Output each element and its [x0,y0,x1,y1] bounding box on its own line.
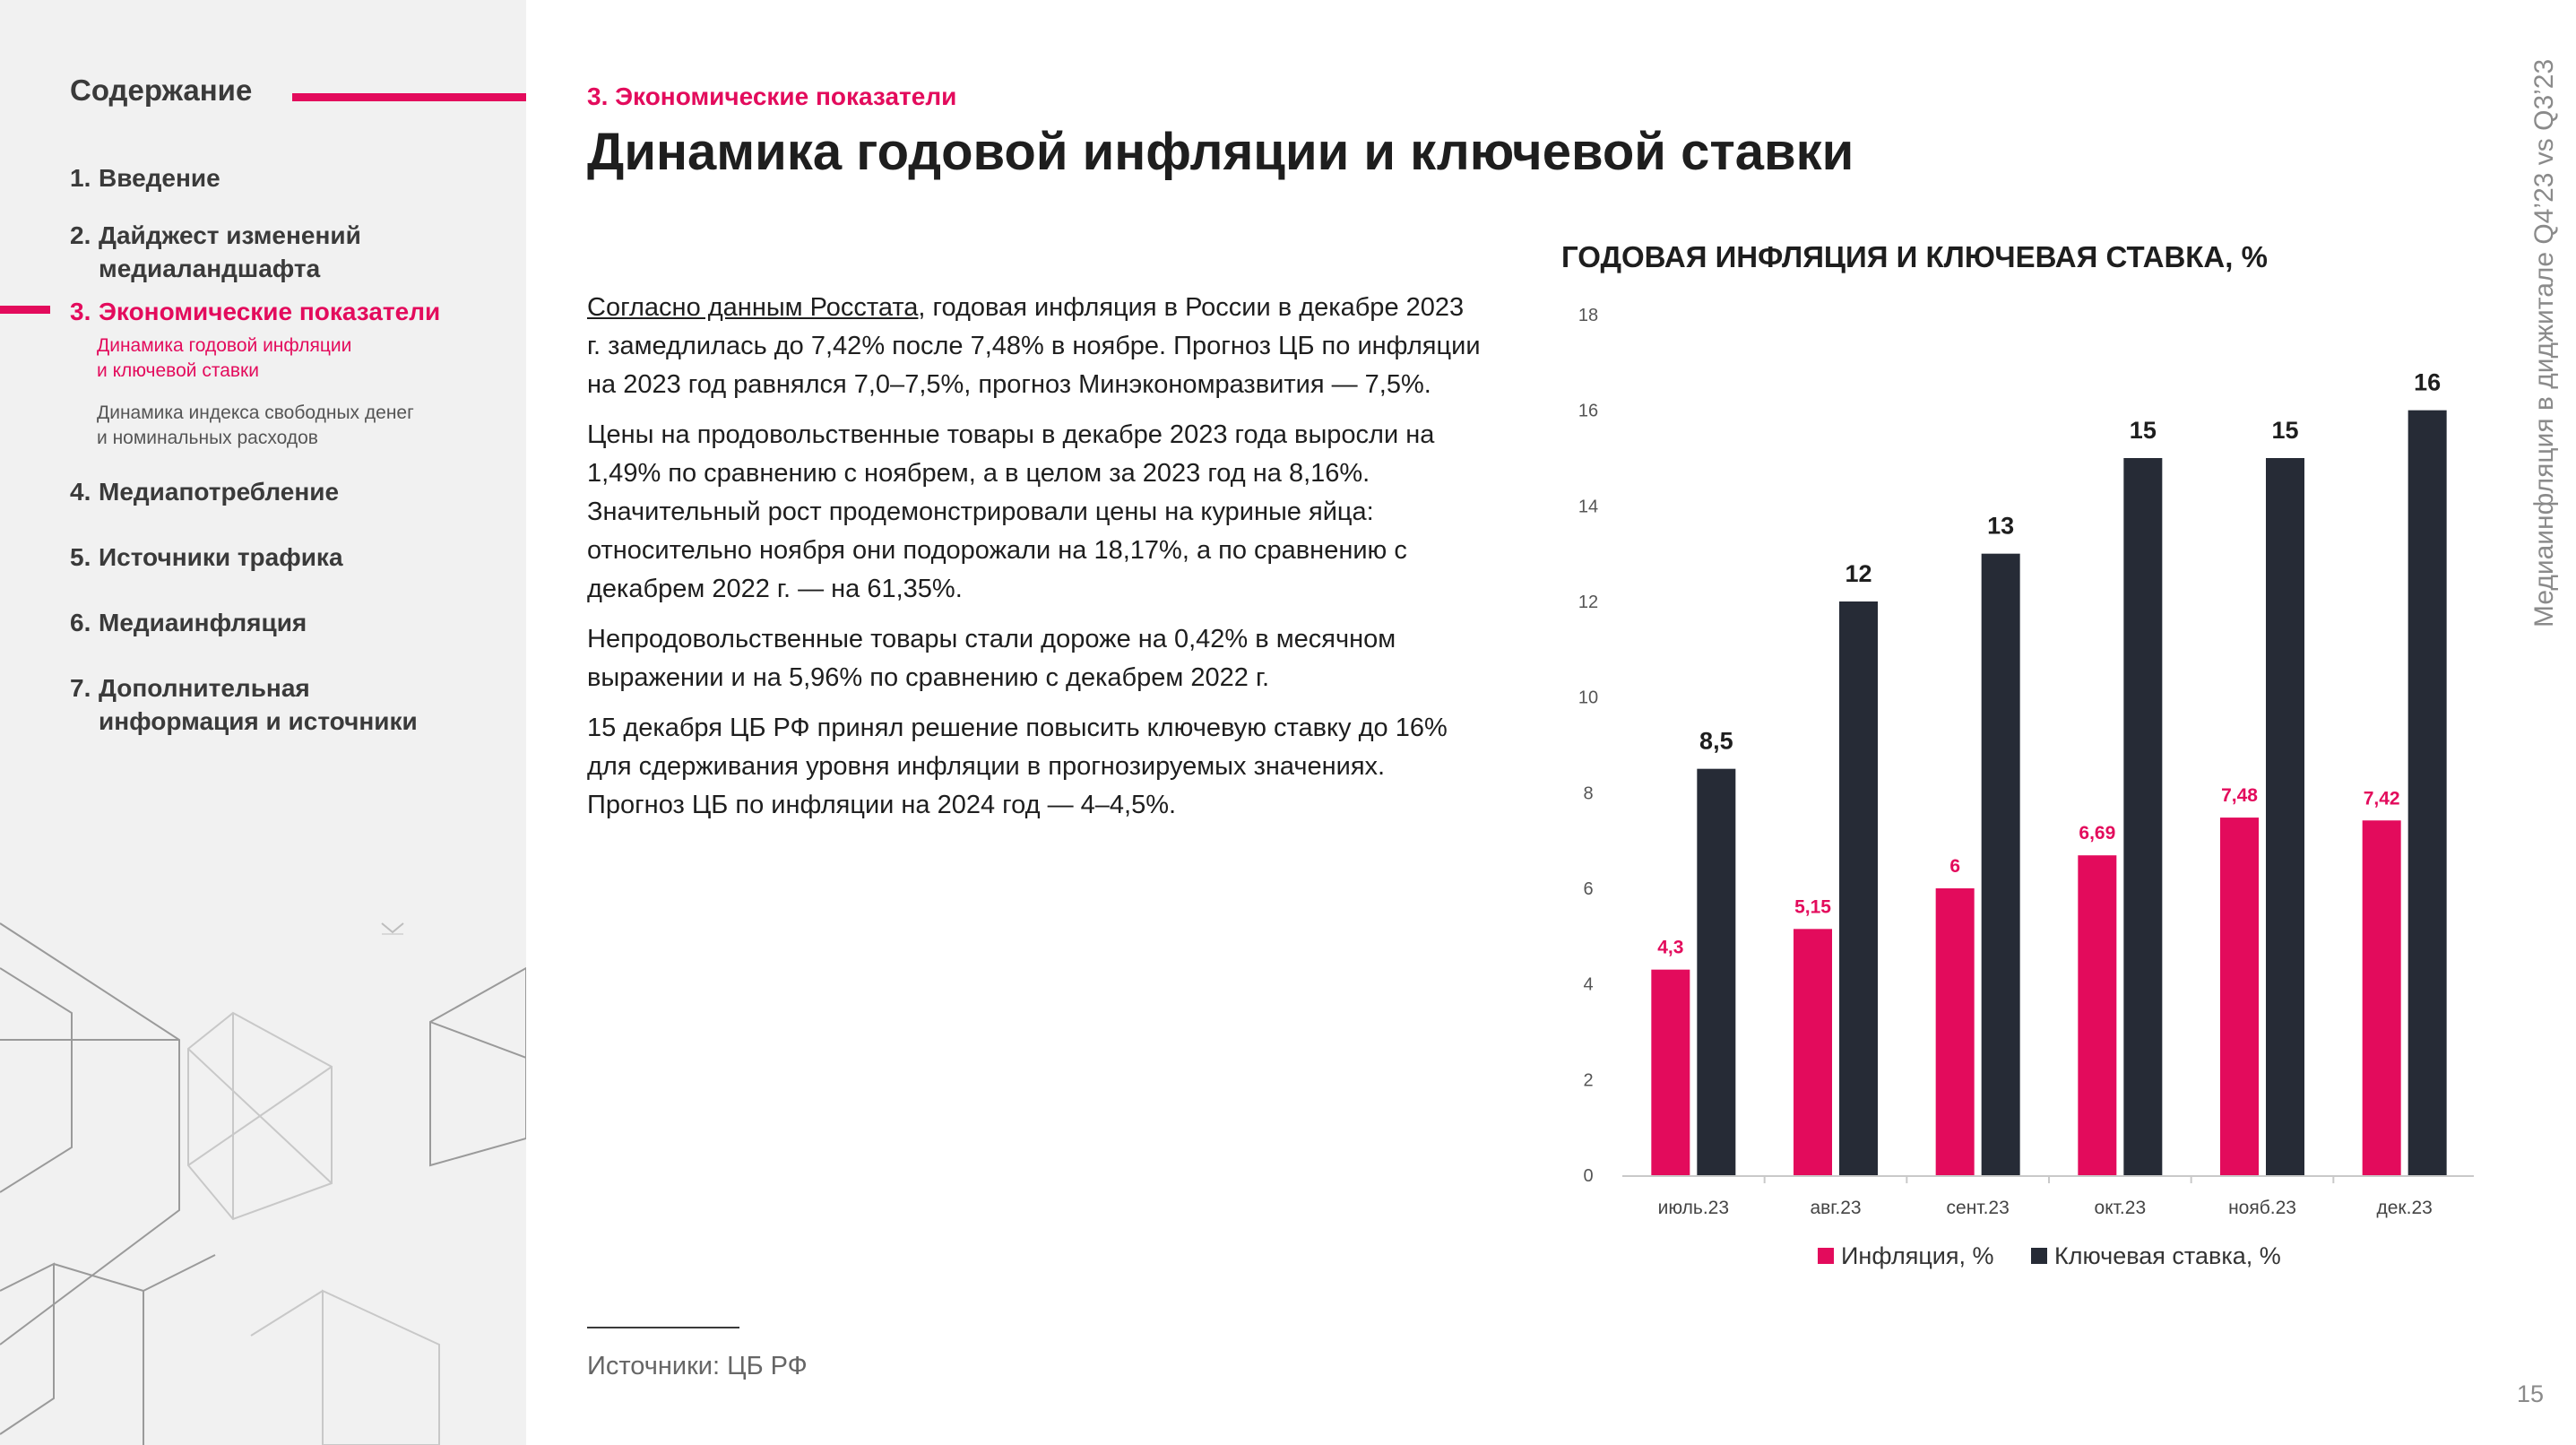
legend-item-key-rate: Ключевая ставка, % [2031,1242,2281,1270]
legend-item-inflation: Инфляция, % [1818,1242,1994,1270]
key-rate-data-label: 15 [2271,417,2298,444]
y-tick-label: 6 [1583,879,1593,899]
legend-label-key-rate: Ключевая ставка, % [2054,1242,2281,1269]
toc-item-media-inflation[interactable]: 6. Медиаинфляция [70,606,307,639]
body-text: Согласно данным Росстата, годовая инфляц… [587,289,1483,836]
toc-item-label: Дополнительная [99,674,310,702]
toc-item-media-consumption[interactable]: 4. Медиапотребление [70,475,339,508]
y-tick-label: 16 [1578,402,1598,421]
x-tick-label: окт.23 [2095,1198,2147,1218]
toc-item-label: Экономические показатели [99,298,441,325]
key-rate-bar [1981,553,2020,1175]
inflation-data-label: 5,15 [1794,896,1831,917]
toc-item-digest[interactable]: 2. Дайджест изменений медиаландшафта [70,219,361,285]
sources-note: Источники: ЦБ РФ [587,1352,808,1380]
inflation-bar [2220,818,2259,1175]
inflation-bar [1794,929,1832,1175]
toc-item-label: Медиаинфляция [99,609,307,636]
toc-item-traffic-sources[interactable]: 5. Источники трафика [70,541,343,574]
toc-item-number: 5. [70,543,91,571]
report-side-caption: Медиаинфляция в диджитале Q4’23 vs Q3’23 [2529,58,2559,627]
key-rate-bar [2407,410,2447,1175]
x-tick-label: нояб.23 [2228,1198,2296,1218]
chevron-down-icon[interactable] [376,920,409,938]
y-tick-label: 4 [1583,975,1593,995]
y-tick-label: 10 [1578,688,1598,708]
key-rate-bar [2123,458,2163,1175]
paragraph-1-text: , годовая инфляция в России в декабре 20… [587,293,1481,399]
inflation-bar [1935,888,1975,1175]
key-rate-bar [2266,458,2304,1175]
key-rate-data-label: 13 [1987,513,2014,540]
x-tick-label: авг.23 [1810,1198,1861,1218]
toc-active-marker [0,306,50,314]
x-tick-label: июль.23 [1658,1198,1729,1218]
rosstat-link[interactable]: Согласно данным Росстата [587,293,919,322]
x-tick-label: сент.23 [1947,1198,2010,1218]
toc-item-introduction[interactable]: 1. Введение [70,161,220,195]
inflation-data-label: 6,69 [2079,823,2115,844]
toc-item-number: 4. [70,478,91,506]
paragraph-1: Согласно данным Росстата, годовая инфляц… [587,289,1483,404]
legend-label-inflation: Инфляция, % [1841,1242,1994,1269]
toc-item-number: 3. [70,298,91,325]
toc-subitem-label-line2: и номинальных расходов [97,428,318,448]
toc-subitem-label-line2: и ключевой ставки [97,360,259,381]
inflation-data-label: 4,3 [1657,938,1683,958]
toc-item-label-line2: информация и источники [99,707,418,735]
inflation-data-label: 7,48 [2221,785,2258,806]
table-of-contents-sidebar: Содержание 1. Введение 2. Дайджест изменен… [0,0,526,1445]
y-tick-label: 12 [1578,593,1598,612]
toc-item-additional-info[interactable]: 7. Дополнительная информация и источники [70,671,418,738]
y-tick-label: 18 [1578,306,1598,325]
paragraph-3: Непродовольственные товары стали дороже … [587,625,1396,692]
y-tick-label: 14 [1578,497,1598,516]
toc-item-number: 1. [70,164,91,192]
key-rate-data-label: 8,5 [1699,728,1733,755]
paragraph-2: Цены на продовольственные товары в декаб… [587,420,1435,603]
toc-subitem-inflation-rate[interactable]: Динамика годовой инфляции и ключевой став… [97,333,351,384]
y-tick-label: 2 [1583,1070,1593,1090]
key-rate-bar [1839,601,1878,1175]
toc-item-label-line2: медиаландшафта [99,255,321,282]
toc-item-label: Дайджест изменений [99,221,361,249]
y-tick-label: 0 [1583,1166,1593,1186]
toc-item-label: Источники трафика [99,543,343,571]
footnote-divider [587,1327,739,1328]
toc-title-rule [292,93,526,101]
inflation-bar [2078,855,2117,1175]
inflation-bar [2362,820,2401,1175]
toc-title: Содержание [70,74,253,107]
inflation-bar [1651,969,1690,1175]
key-rate-data-label: 12 [1845,560,1871,587]
toc-item-label: Введение [99,164,220,192]
page-number: 15 [2517,1380,2545,1407]
section-label: 3. Экономические показатели [587,82,957,110]
legend-swatch-inflation [1818,1247,1834,1264]
chart-title: ГОДОВАЯ ИНФЛЯЦИЯ И КЛЮЧЕВАЯ СТАВКА, % [1561,240,2268,273]
y-tick-label: 8 [1583,783,1593,803]
key-rate-data-label: 15 [2130,417,2157,444]
toc-item-label: Медиапотребление [99,478,340,506]
toc-item-number: 6. [70,609,91,636]
page-title: Динамика годовой инфляции и ключевой ста… [587,123,1854,181]
decorative-cubes-pattern [0,922,526,1445]
key-rate-bar [1697,768,1736,1175]
toc-item-number: 7. [70,674,91,702]
toc-item-economic-indicators[interactable]: 3. Экономические показатели [70,295,440,328]
toc-subitem-label: Динамика годовой инфляции [97,335,352,356]
toc-subitem-label: Динамика индекса свободных денег [97,402,414,423]
inflation-data-label: 7,42 [2364,788,2400,809]
inflation-key-rate-bar-chart: 0 2 4 6 8 10 12 14 16 18 июль.23 4,3 8,5 авг.23 5,15 12… [1578,306,2474,1218]
key-rate-data-label: 16 [2414,369,2441,396]
legend-swatch-key-rate [2031,1247,2048,1264]
paragraph-4: 15 декабря ЦБ РФ принял решение повысить… [587,714,1448,819]
toc-subitem-free-money-index[interactable]: Динамика индекса свободных денег и номина… [97,401,414,451]
toc-item-number: 2. [70,221,91,249]
inflation-data-label: 6 [1949,856,1960,877]
chart-legend: Инфляция, % Ключевая ставка, % [1818,1242,2312,1270]
x-tick-label: дек.23 [2377,1198,2433,1218]
